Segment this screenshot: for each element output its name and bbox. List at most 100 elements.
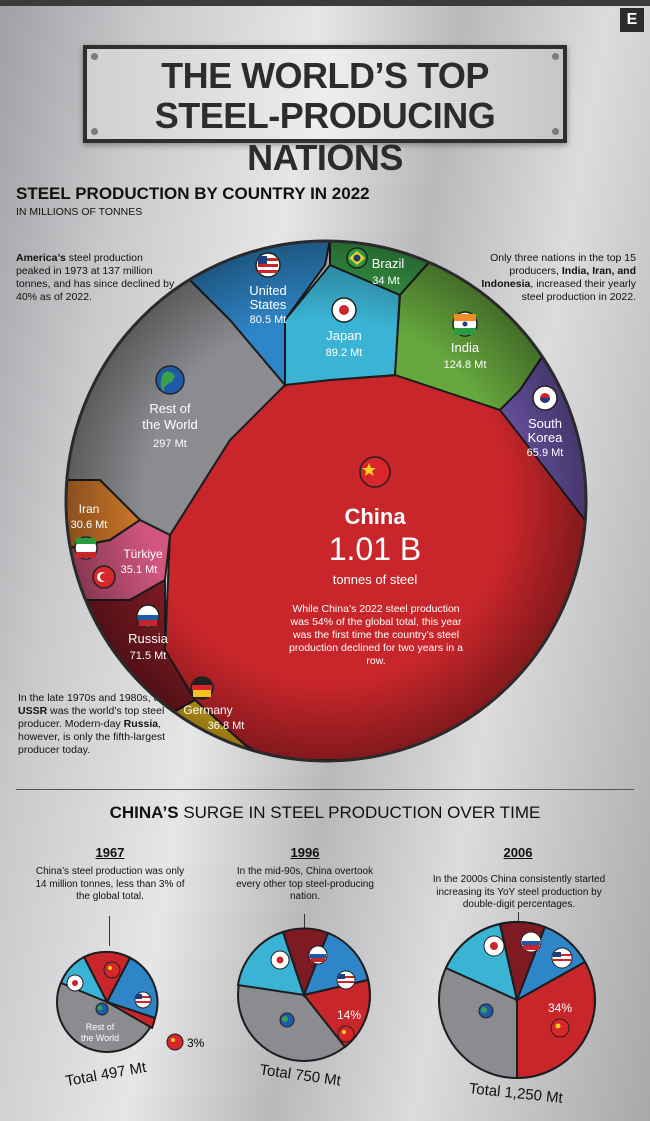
label-japan: Japan xyxy=(326,328,361,343)
japan-flag-icon xyxy=(331,297,357,323)
year-1967: 1967 xyxy=(95,845,125,860)
section-2-title: CHINA’S SURGE IN STEEL PRODUCTION OVER T… xyxy=(0,803,650,823)
section-divider xyxy=(16,789,634,790)
top15-note: Only three nations in the top 15 produce… xyxy=(474,252,636,304)
text-1996: In the mid-90s, China overtook every oth… xyxy=(236,866,374,902)
russia-flag-icon xyxy=(520,931,542,953)
usa-note-text: steel production peaked in 1973 at 137 m… xyxy=(16,252,175,303)
us-flag-icon xyxy=(551,947,573,969)
year-2006: 2006 xyxy=(503,845,533,860)
russia-note-bold: Russia xyxy=(123,718,159,730)
label-rest-small-2: the World xyxy=(81,1033,119,1043)
india-flag-icon xyxy=(452,311,478,337)
iran-flag-icon xyxy=(74,536,98,560)
rivet-icon xyxy=(91,128,98,135)
label-japan-value: 89.2 Mt xyxy=(326,347,363,359)
label-china: China xyxy=(344,504,406,529)
label-germany-value: 36.8 Mt xyxy=(208,720,245,732)
china-share-1967: 3% xyxy=(187,1036,205,1050)
top15-note-end: , increased their yearly steel productio… xyxy=(521,278,636,303)
label-rest-small-1: Rest of xyxy=(86,1022,115,1032)
leader-line xyxy=(518,912,519,926)
chart-shading xyxy=(66,241,586,761)
label-rest-line2: the World xyxy=(142,417,197,432)
label-us-line1: United xyxy=(249,283,287,298)
label-iran: Iran xyxy=(79,502,100,516)
russia-flag-icon xyxy=(308,945,328,965)
germany-flag-icon xyxy=(190,676,214,700)
year-1996: 1996 xyxy=(290,845,320,860)
label-turkiye-value: 35.1 Mt xyxy=(121,564,158,576)
section-2-title-rest: SURGE IN STEEL PRODUCTION OVER TIME xyxy=(178,803,541,822)
label-germany: Germany xyxy=(183,703,232,717)
section-subtitle: IN MILLIONS OF TONNES xyxy=(16,206,143,218)
label-brazil-value: 34 Mt xyxy=(372,275,400,287)
total-1967: Total 497 Mt xyxy=(64,1059,148,1090)
top15-note-text: Only three nations in the top 15 produce… xyxy=(490,252,636,277)
label-india: India xyxy=(451,340,480,355)
china-share-2006: 34% xyxy=(548,1001,572,1015)
ussr-note-text: In the late 1970s and 1980s, the xyxy=(18,692,169,704)
label-brazil: Brazil xyxy=(372,256,405,271)
top-bar xyxy=(0,0,650,6)
south-korea-flag-icon xyxy=(532,385,558,411)
total-1996: Total 750 Mt xyxy=(259,1061,343,1089)
globe-icon xyxy=(478,1003,494,1019)
label-russia-value: 71.5 Mt xyxy=(130,650,167,662)
label-us-line2: States xyxy=(250,297,287,312)
top15-note-bold: India, Iran, and Indonesia xyxy=(481,265,636,290)
globe-icon xyxy=(155,365,185,395)
leader-line xyxy=(304,914,305,938)
globe-icon xyxy=(95,1002,109,1016)
globe-icon xyxy=(279,1012,295,1028)
label-iran-value: 30.6 Mt xyxy=(71,519,108,531)
ussr-note: In the late 1970s and 1980s, the USSR wa… xyxy=(18,692,198,757)
us-flag-icon xyxy=(336,970,356,990)
ussr-note-text-2: was the world’s top steel producer. Mode… xyxy=(18,705,165,730)
label-china-unit: tonnes of steel xyxy=(333,572,418,587)
china-flag-icon xyxy=(550,1018,570,1038)
china-flag-icon xyxy=(359,456,391,488)
page-title-line-2: STEEL-PRODUCING NATIONS xyxy=(154,95,496,178)
label-us-value: 80.5 Mt xyxy=(250,314,287,326)
china-flag-icon xyxy=(166,1033,184,1051)
label-south-korea-value: 65.9 Mt xyxy=(527,447,564,459)
publisher-logo: E xyxy=(620,8,644,32)
china-share-1996: 14% xyxy=(337,1008,361,1022)
usa-note-bold: America’s xyxy=(16,252,66,264)
ussr-note-end: , however, is only the fifth-largest pro… xyxy=(18,718,166,756)
turkiye-flag-icon xyxy=(92,565,116,589)
brazil-flag-icon xyxy=(346,247,368,269)
section-title: STEEL PRODUCTION BY COUNTRY IN 2022 xyxy=(16,184,370,203)
usa-note: America’s steel production peaked in 197… xyxy=(16,252,176,304)
chart-outline xyxy=(64,239,588,763)
us-flag-icon xyxy=(134,991,152,1009)
us-flag-icon xyxy=(255,252,281,278)
japan-flag-icon xyxy=(270,950,290,970)
china-note: While China’s 2022 steel production was … xyxy=(289,603,463,667)
china-flag-icon xyxy=(337,1025,355,1043)
pie-2006: 34% Total 1,250 Mt xyxy=(438,921,596,1107)
page-title-line-1: THE WORLD’S TOP xyxy=(161,55,489,96)
label-south-korea-line2: Korea xyxy=(528,430,563,445)
total-2006: Total 1,250 Mt xyxy=(468,1080,564,1107)
label-china-value: 1.01 B xyxy=(329,531,422,567)
rivet-icon xyxy=(552,53,559,60)
title-plate: THE WORLD’S TOP STEEL-PRODUCING NATIONS xyxy=(83,45,567,178)
japan-flag-icon xyxy=(483,935,505,957)
leader-line xyxy=(109,916,110,946)
pie-1996: 14% Total 750 Mt xyxy=(236,927,371,1090)
label-russia: Russia xyxy=(128,631,169,646)
text-1967: China’s steel production was only 14 mil… xyxy=(35,866,185,902)
label-south-korea-line1: South xyxy=(528,416,562,431)
japan-flag-icon xyxy=(66,974,84,992)
rivet-icon xyxy=(91,53,98,60)
label-rest-value: 297 Mt xyxy=(153,438,187,450)
text-2006: In the 2000s China consistently started … xyxy=(432,874,606,910)
pie-1967: Rest of the World 3% Total 497 Mt xyxy=(56,950,205,1090)
china-flag-icon xyxy=(103,961,121,979)
label-india-value: 124.8 Mt xyxy=(444,359,487,371)
label-rest-line1: Rest of xyxy=(149,401,191,416)
